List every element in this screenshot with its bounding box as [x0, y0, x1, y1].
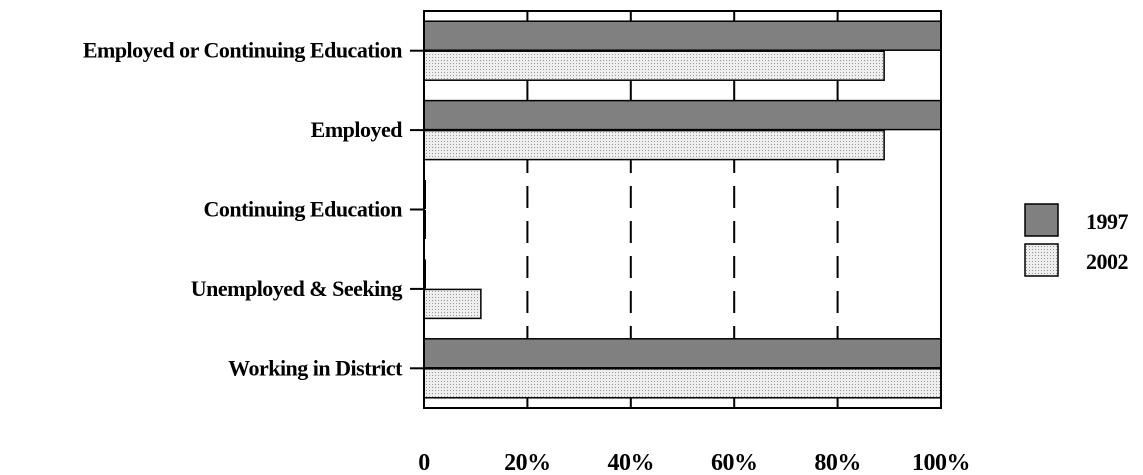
category-label: Working in District [228, 355, 403, 380]
bar-1997 [423, 20, 942, 51]
x-tick-label: 40% [608, 450, 655, 475]
category-labels: Employed or Continuing Education Employed… [83, 38, 424, 380]
bar-2002 [423, 368, 942, 399]
bars [423, 20, 942, 399]
legend-label-2002: 2002 [1086, 249, 1129, 274]
bar-2002 [423, 288, 482, 320]
bar-2002 [423, 129, 885, 161]
bar-1997 [423, 338, 942, 369]
category-label: Employed or Continuing Education [83, 38, 402, 63]
category-label: Unemployed & Seeking [191, 276, 403, 301]
x-tick-label: 20% [504, 450, 551, 475]
legend: 1997 2002 [1024, 203, 1129, 277]
bar-1997 [423, 99, 942, 131]
x-axis-tick-labels: 0 20% 40% 60% 80% 100% [418, 450, 970, 475]
x-tick-label: 100% [912, 450, 970, 475]
legend-swatch-1997 [1024, 203, 1059, 237]
legend-label-1997: 1997 [1086, 209, 1129, 234]
x-tick-label: 0 [418, 450, 430, 475]
x-tick-label: 80% [814, 450, 861, 475]
legend-swatch-pattern [1026, 245, 1057, 275]
category-label: Continuing Education [204, 197, 403, 222]
x-tick-label: 60% [711, 450, 758, 475]
bar-2002 [423, 50, 885, 81]
category-label: Employed [311, 117, 403, 142]
